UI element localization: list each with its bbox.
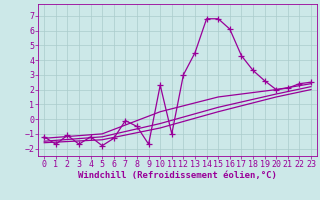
X-axis label: Windchill (Refroidissement éolien,°C): Windchill (Refroidissement éolien,°C) bbox=[78, 171, 277, 180]
